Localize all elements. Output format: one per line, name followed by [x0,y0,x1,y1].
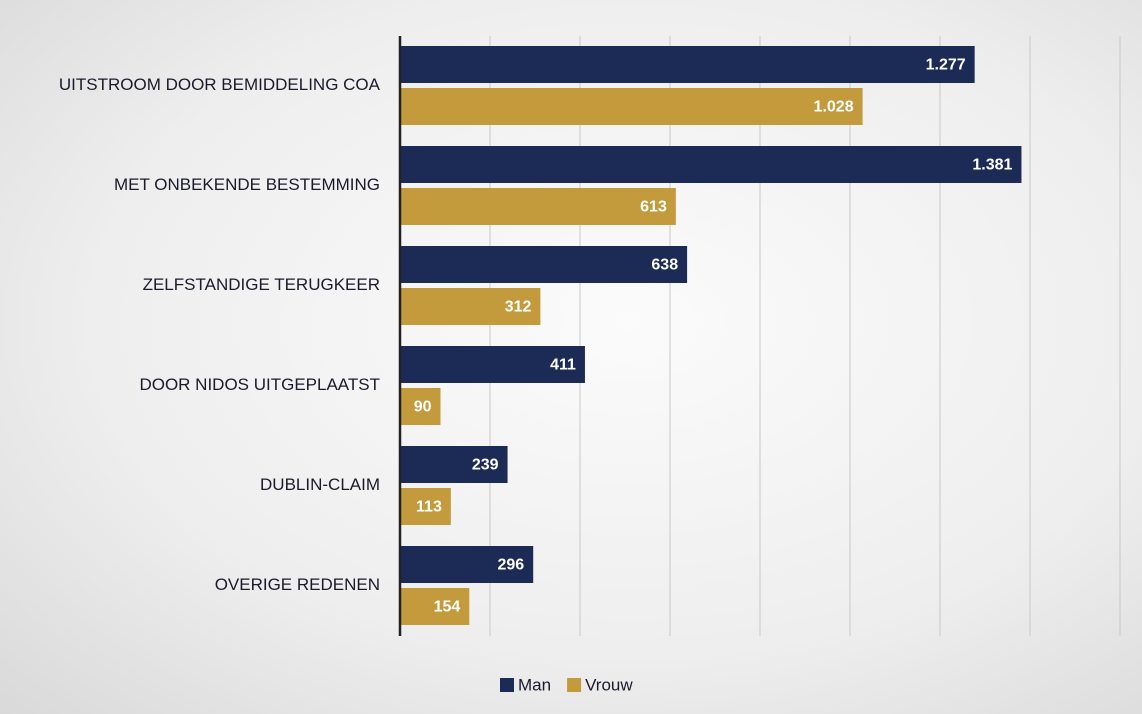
data-label: 154 [434,599,461,616]
bar [400,446,508,483]
y-tick-label: DUBLIN-CLAIM [260,475,380,494]
y-tick-label: MET ONBEKENDE BESTEMMING [114,175,380,194]
bar [400,588,470,625]
legend-label: Man [518,675,551,694]
legend-swatch [500,678,514,692]
bar [400,146,1022,183]
data-label: 411 [550,357,576,374]
bar [400,546,534,583]
bar [400,246,688,283]
y-tick-label: ZELFSTANDIGE TERUGKEER [143,275,380,294]
data-label: 239 [472,457,499,474]
y-tick-label: OVERIGE REDENEN [215,575,380,594]
data-label: 296 [497,557,524,574]
data-label: 1.381 [972,157,1012,174]
data-label: 1.028 [814,99,854,116]
bar [400,288,541,325]
bar [400,488,451,525]
data-label: 113 [416,499,442,516]
bar [400,88,863,125]
bar [400,188,676,225]
data-label: 1.277 [926,57,966,74]
legend-label: Vrouw [585,675,633,694]
y-tick-label: DOOR NIDOS UITGEPLAATST [139,375,380,394]
bar [400,388,441,425]
data-label: 90 [414,399,432,416]
data-label: 312 [505,299,532,316]
data-label: 613 [640,199,667,216]
bar [400,346,585,383]
legend-swatch [567,678,582,692]
data-label: 638 [651,257,678,274]
bar [400,46,975,83]
y-tick-label: UITSTROOM DOOR BEMIDDELING COA [59,75,381,94]
